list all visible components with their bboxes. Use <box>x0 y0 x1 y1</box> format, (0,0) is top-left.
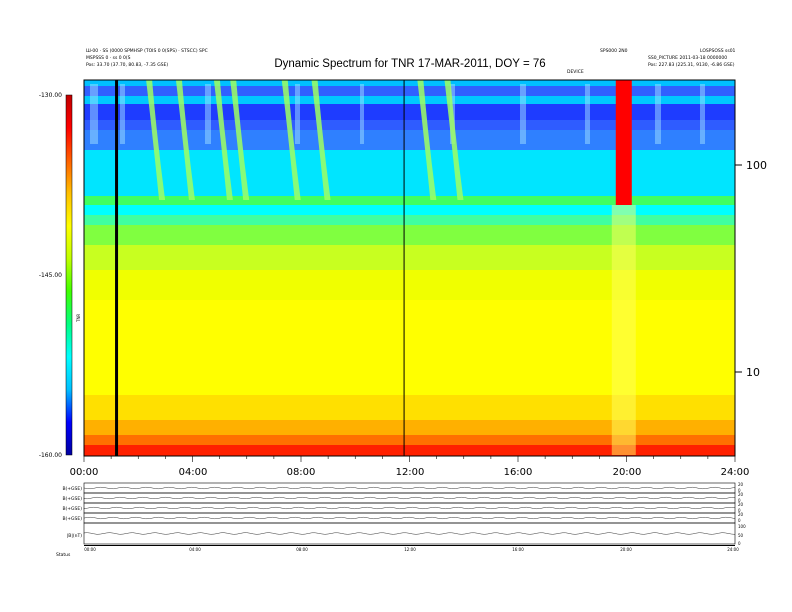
header-right-4: Pos: 227.83 (225.31, 9130, -6.86 GSE) <box>648 63 735 68</box>
panel-x-tick-1: 04:00 <box>189 547 201 552</box>
spectrum-band-5 <box>84 130 735 150</box>
streak-0 <box>90 84 98 144</box>
spectrum-band-8 <box>84 205 735 215</box>
type-iii-burst-1 <box>175 80 195 200</box>
x-tick-0: 00:00 <box>69 467 99 478</box>
spectrum-band-15 <box>84 420 735 435</box>
header-right-1: SPS000 2N0 <box>600 49 628 54</box>
spectrum-band-1 <box>84 86 735 96</box>
spectrum-band-11 <box>84 245 735 270</box>
panel-trace-1 <box>83 496 735 500</box>
spectrum-band-2 <box>84 96 735 104</box>
spectrum-band-6 <box>84 150 735 196</box>
colorbar-tick-mid: -145.00 <box>38 272 62 279</box>
panel-right-tick-2: 0 <box>738 488 741 493</box>
spectrum-band-7 <box>84 196 735 205</box>
panel-right-tick-10: 50 <box>738 533 744 538</box>
panel-x-tick-0: 00:00 <box>84 547 96 552</box>
chart-title: Dynamic Spectrum for TNR 17-MAR-2011, DO… <box>274 58 546 70</box>
type-iii-burst-5 <box>311 80 331 200</box>
streak-4 <box>360 84 364 144</box>
panel-right-tick-7: 20 <box>738 512 744 517</box>
x-tick-4: 16:00 <box>503 467 533 478</box>
header-right-3: SS0_PICTURE 2011-03-18 0000000 <box>648 56 728 61</box>
panel-frame-2 <box>83 502 736 514</box>
streak-9 <box>700 84 705 144</box>
panel-right-tick-4: 0 <box>738 498 741 503</box>
panel-right-tick-6: 0 <box>738 508 741 513</box>
panel-trace-2 <box>83 506 736 510</box>
panel-x-tick-3: 12:00 <box>404 547 416 552</box>
streak-6 <box>520 84 526 144</box>
panel-label-4: B(+GSE) <box>62 517 82 522</box>
x-tick-3: 12:00 <box>395 467 425 478</box>
panel-trace-0 <box>83 486 736 490</box>
intense-burst-tail <box>611 205 636 455</box>
panel-x-tick-5: 20:00 <box>620 547 632 552</box>
streak-8 <box>655 84 661 144</box>
streak-7 <box>585 84 590 144</box>
colorbar-bar <box>65 94 73 456</box>
type-iii-burst-3 <box>230 80 250 200</box>
spectrum-band-14 <box>84 395 735 420</box>
colorbar-tick-bottom: -160.00 <box>38 452 62 459</box>
panel-trace-3 <box>83 516 736 520</box>
header-left-1: Ш-00 · SS (0000 SPMHSP (TOIS 0 0(SPS) · … <box>86 49 208 54</box>
y-right-tick-10: 10 <box>746 366 760 379</box>
spectrum-band-16 <box>84 435 735 445</box>
type-iii-burst-6 <box>417 80 437 200</box>
panel-right-tick-3: 20 <box>738 492 744 497</box>
header-minor-mark: DEVICE <box>567 70 584 75</box>
x-tick-6: 24:00 <box>720 467 750 478</box>
panel-label-2: B(+GSE) <box>62 497 82 502</box>
panel-trace-4 <box>83 532 736 535</box>
panel-right-tick-5: 20 <box>738 502 744 507</box>
panel-x-tick-4: 16:00 <box>512 547 524 552</box>
colorbar-label: TNR <box>76 313 81 322</box>
spectrum-band-12 <box>84 270 735 300</box>
streak-1 <box>120 84 125 144</box>
bottom-panels <box>83 482 736 546</box>
spectrum-band-13 <box>84 300 735 395</box>
panel-right-tick-8: 0 <box>738 518 741 523</box>
type-iii-burst-7 <box>444 80 464 200</box>
type-iii-burst-2 <box>213 80 233 200</box>
panel-label-1: B(+GSE) <box>62 487 82 492</box>
spectrum-band-17 <box>84 445 735 456</box>
streak-2 <box>205 84 211 144</box>
type-iii-burst-4 <box>281 80 301 200</box>
header-right-2: LOSPSOSS ss01 <box>700 49 736 54</box>
panel-x-tick-6: 24:00 <box>727 547 739 552</box>
spectrum-band-3 <box>84 104 735 120</box>
header-left-2: MSPSSS 0 · ss 0 0(S <box>86 56 131 61</box>
footer-label: Status <box>56 553 71 558</box>
spectrum-band-10 <box>84 225 735 245</box>
spectrum-band-0 <box>84 80 735 86</box>
colorbar <box>65 94 73 456</box>
panel-frame-3 <box>83 512 736 524</box>
streak-3 <box>295 84 300 144</box>
panel-right-tick-9: 100 <box>738 524 746 529</box>
spectrum-band-9 <box>84 215 735 225</box>
panel-x-tick-2: 08:00 <box>296 547 308 552</box>
panel-right-tick-1: 20 <box>738 482 744 487</box>
spectrogram <box>83 79 742 462</box>
panel-frame-0 <box>83 482 736 494</box>
spectrum-band-4 <box>84 120 735 130</box>
y-right-tick-100: 100 <box>746 159 767 172</box>
x-tick-1: 04:00 <box>178 467 208 478</box>
colorbar-tick-top: -130.00 <box>38 92 62 99</box>
panel-right-tick-11: 0 <box>738 541 741 546</box>
type-iii-burst-0 <box>146 80 166 200</box>
panel-label-3: B(+GSE) <box>62 507 82 512</box>
panel-axis <box>84 545 735 546</box>
header-left-3: Pos: 33.70 (37.70, 80.83, -7.35 GSE) <box>86 63 169 68</box>
x-tick-5: 20:00 <box>612 467 642 478</box>
x-tick-2: 08:00 <box>286 467 316 478</box>
panel-label-5: |B|(nT) <box>66 534 82 539</box>
intense-burst <box>615 80 632 205</box>
